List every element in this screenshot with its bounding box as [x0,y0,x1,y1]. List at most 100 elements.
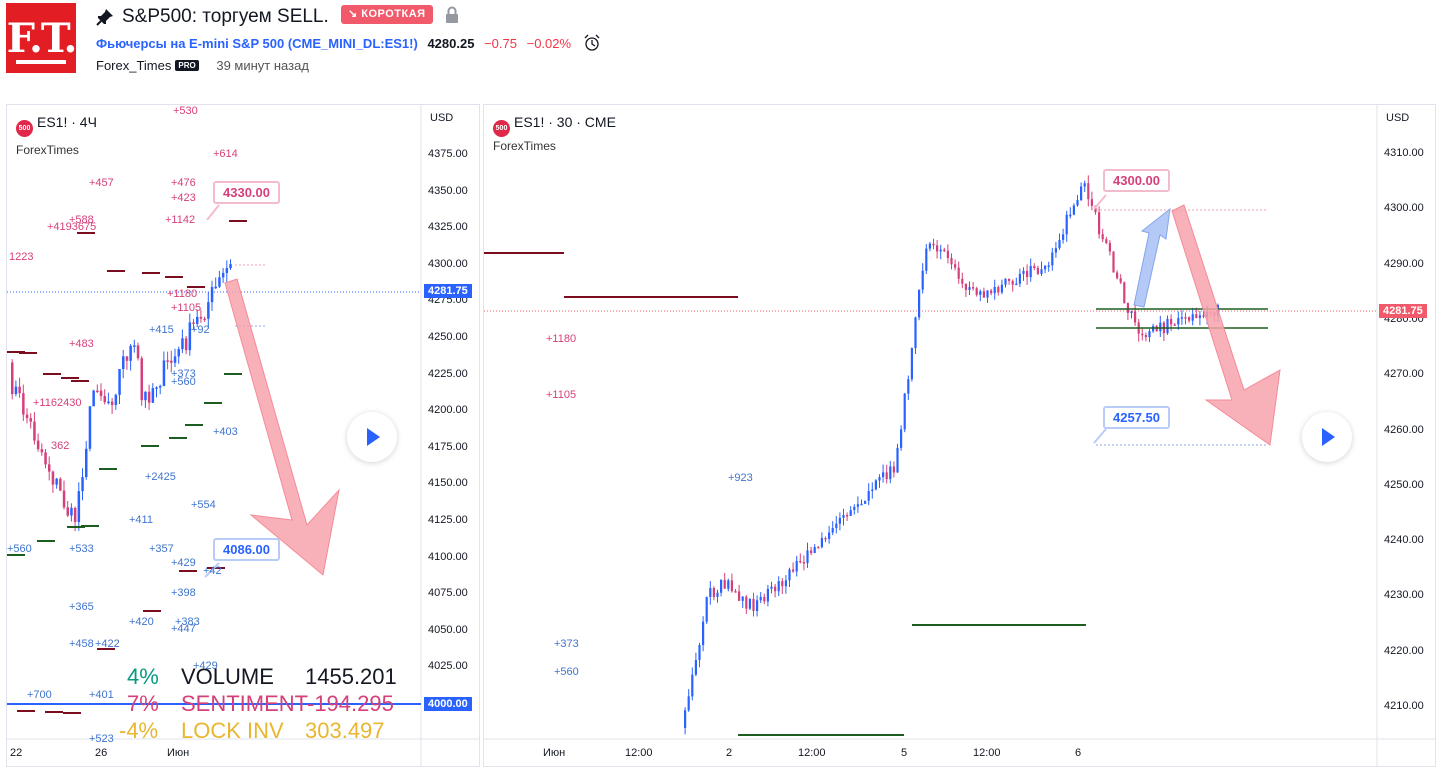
left-candle [196,316,199,324]
left-candle [114,394,118,405]
left-candle [199,316,203,319]
right-candle [867,491,870,501]
right-candle [727,580,730,589]
right-candle [1015,283,1018,286]
right-candle [781,581,784,587]
left-blue-volume-label: +422 [95,638,120,650]
forextimes-logo[interactable]: F.T. [6,3,77,73]
left-level-tag: 4000.00 [424,697,472,711]
left-candle [22,393,25,415]
left-pink-volume-label: +476 [171,177,196,189]
left-pink-volume-label: +588 [69,214,94,226]
right-candle [1141,333,1144,336]
symbol-link[interactable]: (CME_MINI_DL:ES1!) [287,36,418,51]
right-candle [878,477,881,481]
right-y-tick: 4230.00 [1384,589,1424,602]
left-y-tick: 4025.00 [428,660,468,673]
right-candle [792,569,795,572]
author-line: Forex_Times PRO 39 минут назад [96,58,309,73]
left-candle [51,471,55,485]
right-candle [885,472,888,480]
right-play-button[interactable] [1302,412,1352,462]
left-candle [18,386,21,394]
right-chart-canvas[interactable] [484,105,1435,766]
right-candle [1018,273,1021,284]
right-y-tick: 4270.00 [1384,368,1424,381]
sell-arrow [224,278,340,576]
right-candle [1195,314,1198,319]
right-candle [846,514,849,517]
right-candle [709,588,712,598]
left-pink-volume-label: +423 [171,192,196,204]
right-candle [1184,317,1187,319]
right-candle [1202,315,1205,317]
right-candle [1108,243,1111,252]
right-candle [1047,265,1050,267]
right-candle [972,287,975,289]
indicator-value: 303.497 [305,718,385,743]
right-target-callout-bottom[interactable]: 4257.50 [1103,406,1170,429]
author-name[interactable]: Forex_Times [96,58,172,73]
left-candle [229,264,232,269]
right-candle [943,249,946,252]
left-y-tick: 4225.00 [428,367,468,380]
right-pink-volume-label: +1180 [546,333,577,345]
right-candle [694,660,697,675]
left-pink-volume-label: +1105 [171,302,202,314]
left-target-callout-top[interactable]: 4330.00 [213,181,280,204]
right-candle [1098,212,1101,235]
right-y-tick: 4300.00 [1384,202,1424,215]
left-pink-volume-label: +457 [89,177,114,189]
left-x-tick: Июн [167,747,190,759]
left-candle [73,507,77,522]
right-candle [997,287,1000,293]
left-chart-legend[interactable]: 500 ES1! · 4Ч [16,114,97,137]
symbol-line: Фьючерсы на E-mini S&P 500 (CME_MINI_DL:… [96,34,601,52]
left-play-button[interactable] [347,412,397,462]
right-candle [1036,268,1039,274]
left-chart-panel[interactable]: 500 ES1! · 4Ч ForexTimes USD 4375.00 4350.… [6,104,480,767]
short-badge: ↘ КОРОТКАЯ [341,5,433,24]
right-candle [738,591,741,601]
right-legend-text: ES1! · 30 · CME [514,114,616,130]
left-chart-canvas[interactable] [7,105,479,766]
right-candle [1159,322,1162,332]
left-pink-volume-label: 362 [51,440,70,452]
left-candle [88,406,92,449]
left-blue-volume-label: +42 [203,565,222,577]
indicator-value: 1455.201 [305,664,397,689]
play-icon [1322,428,1335,446]
idea-title: S&P500: торгуем SELL. [122,6,329,27]
left-blue-volume-label: +398 [171,587,196,599]
right-candle [910,348,913,380]
right-candle [993,287,996,294]
right-candle [1072,205,1075,215]
left-candle [59,478,62,491]
right-candle [939,249,942,252]
right-candle [874,480,877,490]
right-y-tick: 4310.00 [1384,147,1424,159]
left-candle [155,387,158,389]
right-candle [752,598,755,611]
right-target-callout-top[interactable]: 4300.00 [1103,169,1170,192]
sp500-symbol-icon: 500 [16,120,33,137]
right-pink-volume-label: +1105 [546,389,577,401]
right-candle [964,283,967,290]
left-candle [144,391,147,401]
indicator-name: SENTIMENT [181,691,309,716]
right-chart-panel[interactable]: 500 ES1! · 30 · CME ForexTimes USD 4310.0… [483,104,1436,767]
right-chart-legend[interactable]: 500 ES1! · 30 · CME [493,114,616,137]
right-candle [990,290,993,294]
left-source-label: ForexTimes [16,143,79,157]
instrument-link[interactable]: Фьючерсы на E-mini S&P 500 [96,36,285,51]
left-y-tick: 4200.00 [428,404,468,417]
left-candle [159,385,162,388]
alarm-clock-icon[interactable] [583,34,601,52]
left-candle [218,277,221,287]
right-y-tick: 4220.00 [1384,644,1424,657]
left-x-tick: 22 [10,747,23,759]
left-target-callout-bottom[interactable]: 4086.00 [213,538,280,561]
left-candle [210,287,214,303]
right-candle [730,580,733,592]
right-candle [756,600,759,611]
